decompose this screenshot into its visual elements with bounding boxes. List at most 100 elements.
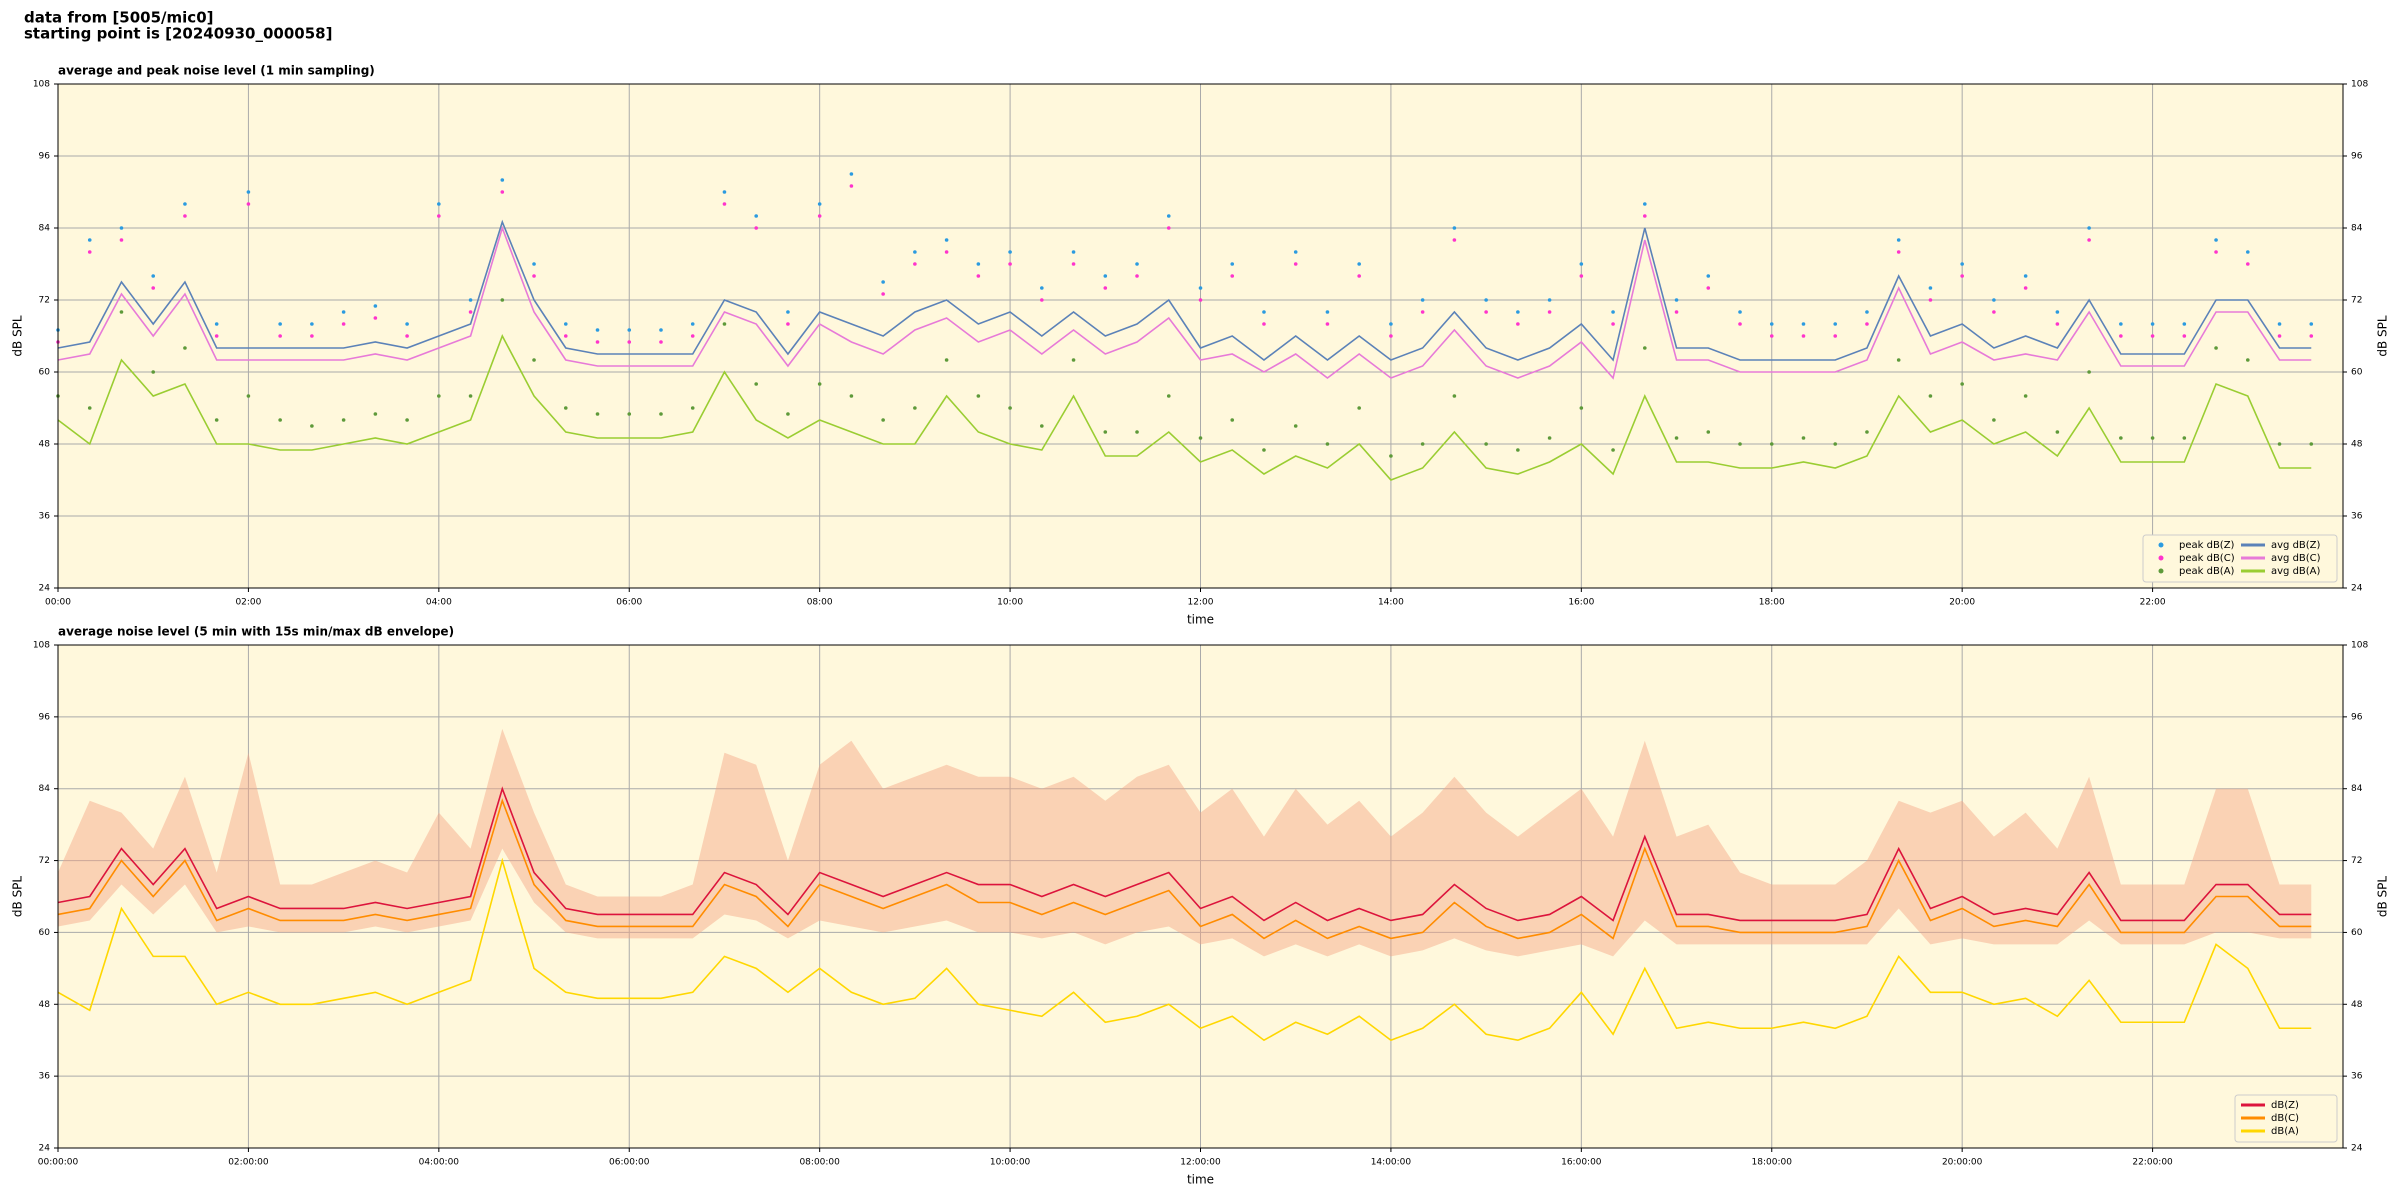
peak-point	[87, 238, 92, 242]
peak-point	[1103, 274, 1108, 278]
x-tick-label: 04:00	[426, 598, 452, 608]
peak-point	[278, 418, 282, 422]
peak-point	[563, 322, 568, 326]
peak-point	[151, 286, 156, 290]
peak-point	[881, 280, 885, 284]
peak-point	[183, 346, 187, 350]
peak-point	[1420, 310, 1425, 314]
x-tick-label: 16:00:00	[1561, 1158, 1602, 1168]
legend-label: dB(C)	[2271, 1113, 2299, 1124]
y-tick-label: 36	[39, 512, 51, 522]
peak-point	[1896, 358, 1901, 362]
peak-point	[246, 202, 251, 206]
series-line	[57, 219, 2312, 362]
y-axis-label: dB SPL	[11, 876, 25, 918]
x-tick-label: 20:00:00	[1942, 1158, 1983, 1168]
peak-point	[246, 190, 251, 194]
peak-point	[1230, 262, 1235, 266]
peak-point	[437, 214, 441, 218]
peak-point	[87, 250, 92, 254]
peak-point	[849, 184, 854, 188]
peak-point	[2245, 250, 2250, 254]
peak-point	[1674, 298, 1679, 302]
peak-point	[1389, 454, 1393, 458]
peak-point	[1738, 322, 1742, 326]
peak-point	[659, 340, 663, 344]
peak-point	[786, 310, 790, 314]
peak-point	[1960, 382, 1964, 386]
peak-point	[913, 262, 917, 266]
peak-point	[2214, 238, 2218, 242]
peak-point	[87, 406, 92, 410]
peak-point	[1357, 274, 1361, 278]
peak-point	[2055, 430, 2060, 434]
y-tick-label: 84	[2351, 784, 2363, 794]
peak-point	[1325, 442, 1330, 446]
peak-point	[595, 412, 600, 416]
peak-point	[2309, 322, 2314, 326]
peak-point	[1071, 358, 1076, 362]
x-tick-label: 22:00:00	[2132, 1158, 2173, 1168]
peak-point	[151, 274, 156, 278]
x-tick-label: 18:00	[1759, 598, 1785, 608]
peak-point	[1992, 298, 1996, 302]
peak-point	[437, 202, 441, 206]
y-tick-label: 36	[2351, 1072, 2363, 1082]
peak-point	[1801, 436, 1806, 440]
peak-point	[1135, 262, 1139, 266]
chart-title: average and peak noise level (1 min samp…	[58, 64, 375, 78]
y-tick-label: 24	[2351, 584, 2363, 594]
peak-point	[1484, 442, 1488, 446]
peak-point	[913, 250, 917, 254]
peak-point	[913, 406, 917, 410]
peak-point	[1484, 310, 1488, 314]
x-tick-label: 04:00:00	[419, 1158, 460, 1168]
peak-point	[405, 322, 409, 326]
y-tick-label: 60	[2351, 368, 2363, 378]
peak-point	[2055, 310, 2060, 314]
peak-point	[1008, 406, 1012, 410]
peak-point	[1262, 310, 1266, 314]
peak-point	[468, 394, 473, 398]
peak-point	[1960, 262, 1964, 266]
peak-point	[500, 178, 505, 182]
peak-point	[1040, 298, 1044, 302]
peak-point	[341, 310, 346, 314]
y-tick-label: 24	[39, 1144, 51, 1154]
y-tick-label: 72	[39, 856, 50, 866]
peak-point	[532, 358, 536, 362]
peak-point	[500, 298, 505, 302]
peak-point	[722, 322, 727, 326]
peak-point	[1992, 418, 1996, 422]
peak-point	[976, 262, 981, 266]
y-tick-label: 72	[39, 296, 50, 306]
y-tick-label: 60	[2351, 928, 2363, 938]
peak-point	[659, 412, 663, 416]
peak-point	[1198, 298, 1203, 302]
x-axis-label: time	[1187, 1173, 1214, 1187]
peak-point	[1865, 322, 1869, 326]
peak-point	[1198, 286, 1203, 290]
peak-point	[468, 310, 473, 314]
peak-point	[1896, 250, 1901, 254]
peak-point	[1103, 430, 1108, 434]
peak-point	[214, 334, 219, 338]
peak-point	[1452, 226, 1457, 230]
peak-point	[976, 394, 981, 398]
peak-point	[2087, 226, 2091, 230]
x-tick-label: 12:00:00	[1180, 1158, 1221, 1168]
peak-point	[1389, 322, 1393, 326]
peak-point	[405, 418, 409, 422]
peak-point	[119, 310, 124, 314]
peak-point	[1008, 262, 1012, 266]
peak-point	[1484, 298, 1488, 302]
peak-point	[1452, 394, 1457, 398]
y-tick-label: 60	[39, 368, 51, 378]
peak-point	[627, 412, 632, 416]
peak-point	[1516, 448, 1520, 452]
peak-point	[1928, 286, 1933, 290]
legend-label: peak dB(A)	[2179, 566, 2235, 577]
peak-point	[1325, 322, 1330, 326]
x-tick-label: 00:00	[45, 598, 71, 608]
peak-point	[214, 322, 219, 326]
